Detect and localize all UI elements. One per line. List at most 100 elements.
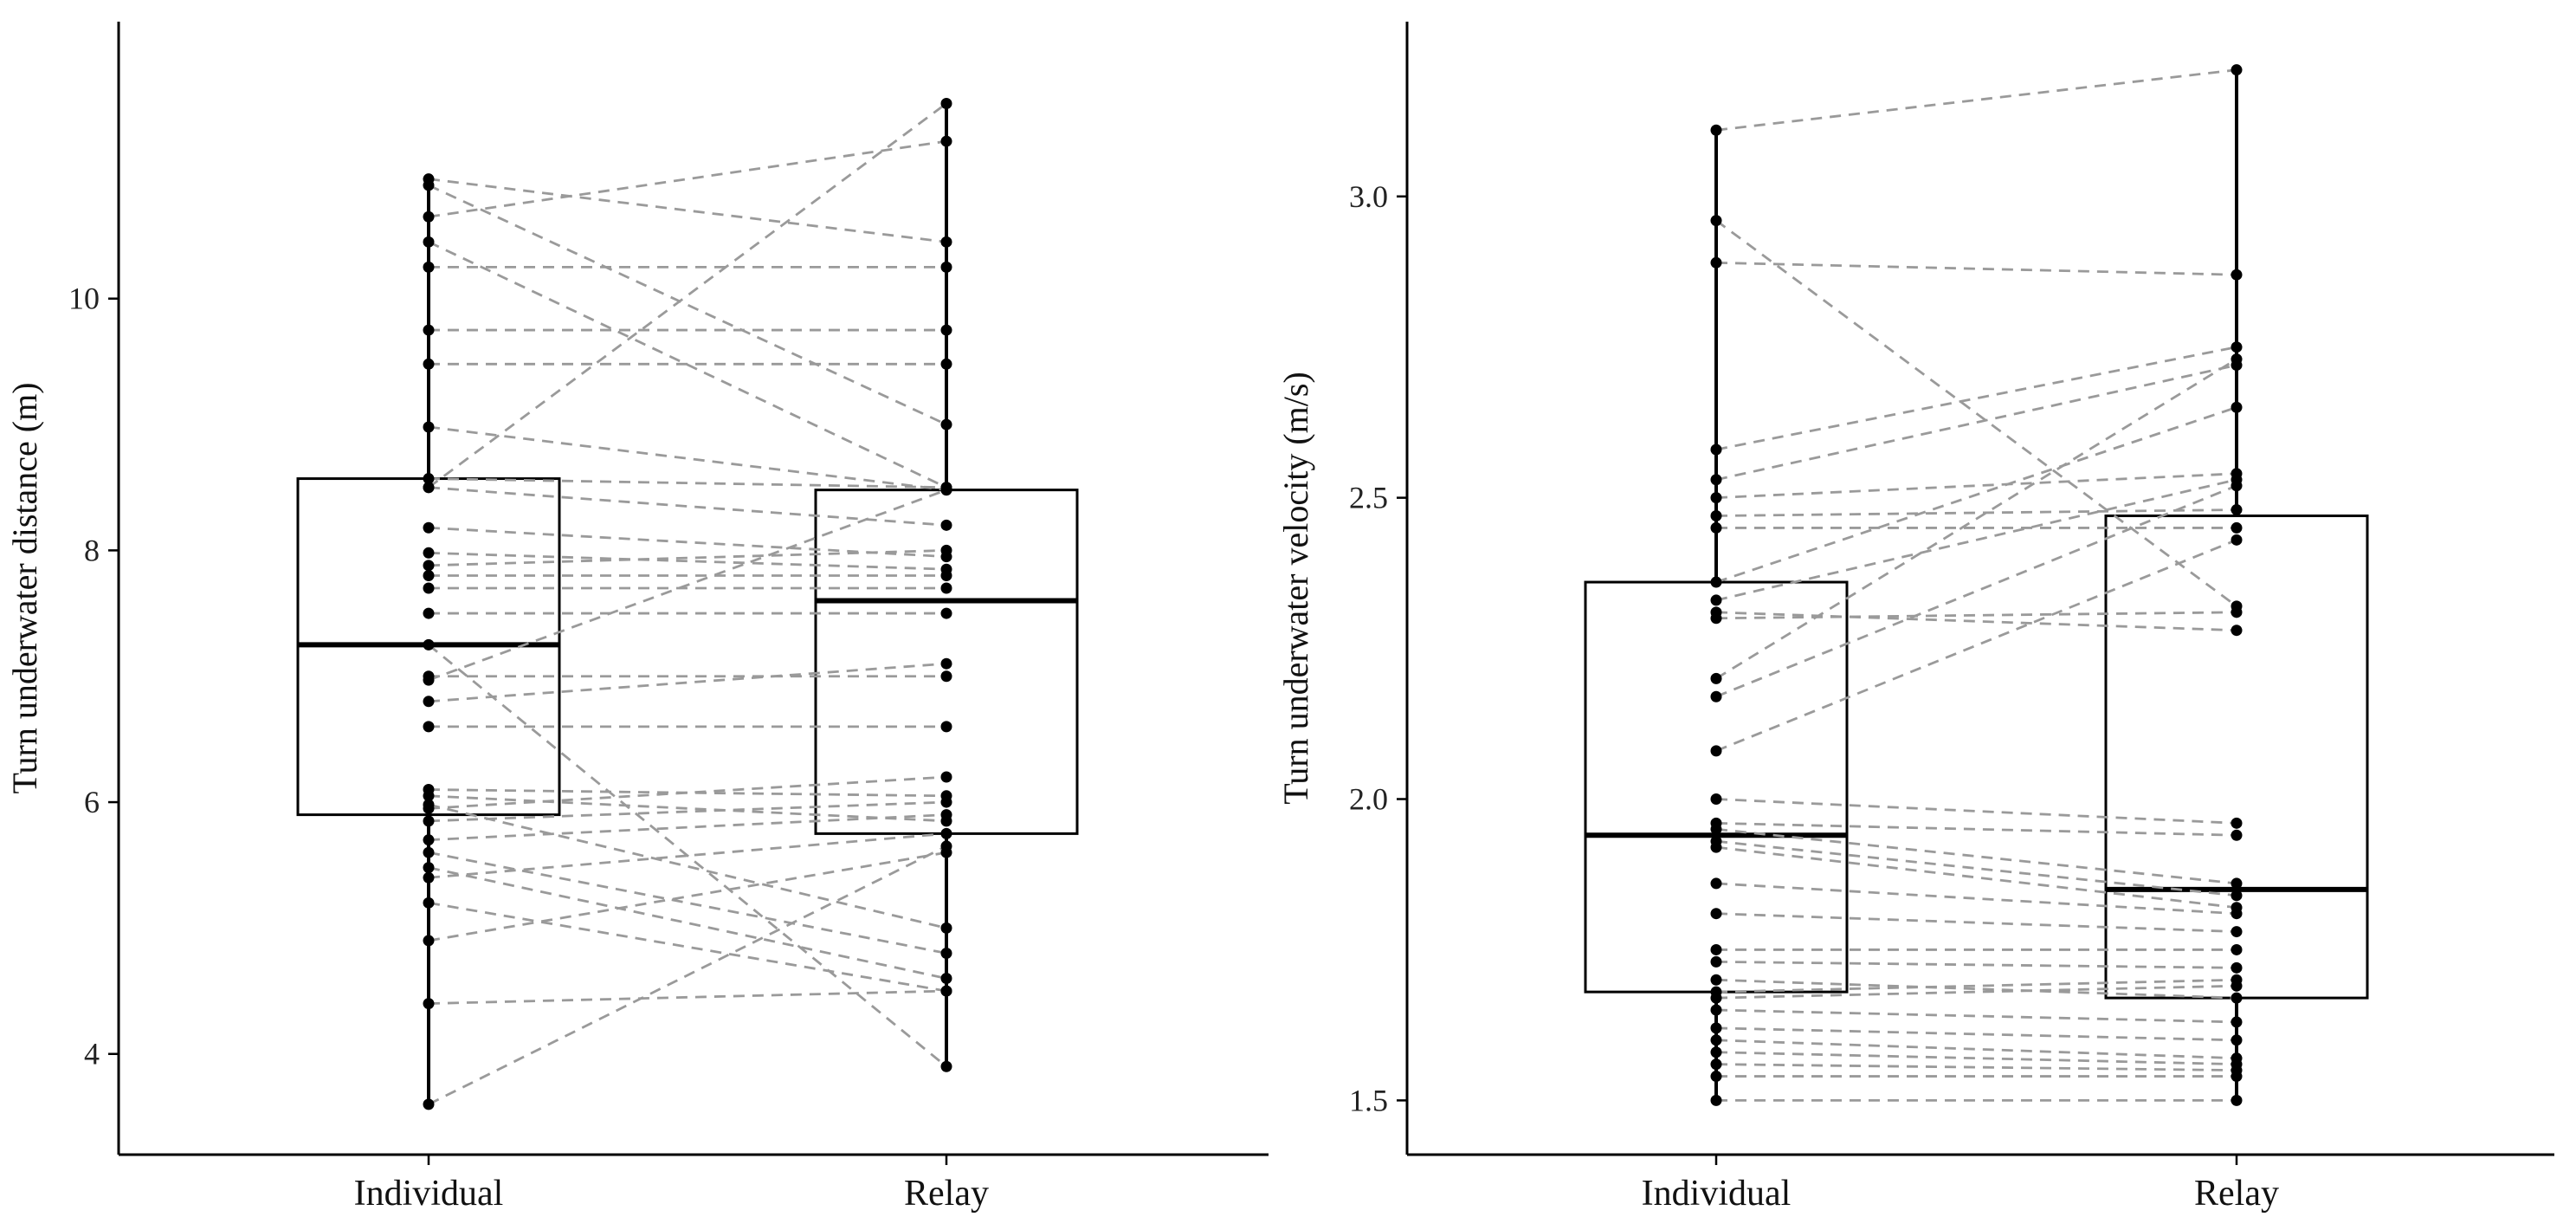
point-individual (423, 1098, 435, 1110)
point-relay (940, 973, 952, 985)
point-relay (940, 947, 952, 959)
point-individual (423, 547, 435, 559)
point-individual (423, 569, 435, 581)
point-individual (1710, 1046, 1722, 1058)
point-relay (2231, 480, 2243, 492)
point-individual (1710, 823, 1722, 835)
point-relay (2231, 401, 2243, 413)
point-individual (1710, 1058, 1722, 1071)
point-individual (1710, 510, 1722, 522)
distance-y-axis-title: Turn underwater distance (m) (5, 382, 44, 793)
pair-line (428, 102, 947, 489)
pair-line (1715, 1026, 2237, 1042)
pair-line (1715, 978, 2237, 994)
point-individual (423, 815, 435, 827)
point-relay (2231, 1034, 2243, 1046)
velocity-pair-lines (1715, 68, 2237, 1102)
pair-line (1715, 882, 2237, 916)
point-relay (2231, 269, 2243, 281)
point-relay (940, 771, 952, 783)
point-individual (1710, 1094, 1722, 1106)
point-relay (940, 607, 952, 619)
pair-line (1715, 219, 2237, 607)
point-relay (2231, 992, 2243, 1004)
point-individual (423, 236, 435, 248)
velocity-panel: 1.5 2.0 2.5 3.0 Turn underwater velocity (m/… (1276, 22, 2554, 1214)
point-individual (423, 935, 435, 947)
point-individual (423, 482, 435, 494)
point-relay (940, 796, 952, 808)
point-individual (423, 261, 435, 273)
point-relay (2231, 341, 2243, 353)
pair-line (428, 845, 947, 1106)
point-individual (1710, 1022, 1722, 1034)
velocity-x-label-individual: Individual (1642, 1174, 1792, 1214)
pair-line (1715, 484, 2237, 698)
box-body (2104, 515, 2369, 1000)
pair-line (428, 813, 947, 842)
point-individual (1710, 955, 1722, 968)
point-relay (940, 324, 952, 336)
point-individual (423, 210, 435, 223)
point-individual (1710, 215, 1722, 227)
point-individual (1710, 256, 1722, 269)
point-relay (940, 985, 952, 997)
point-individual (1710, 594, 1722, 606)
pair-line (428, 184, 947, 426)
velocity-y-tick-label: 2.5 (1349, 481, 1388, 515)
point-individual (1710, 974, 1722, 986)
pair-line (1715, 358, 2237, 680)
velocity-box-relay (2104, 69, 2369, 1101)
velocity-y-axis-title: Turn underwater velocity (m/s) (1276, 372, 1315, 805)
point-individual (423, 473, 435, 485)
point-individual (1710, 992, 1722, 1004)
pair-line (428, 788, 947, 798)
point-relay (940, 657, 952, 670)
point-relay (2231, 1094, 2243, 1106)
pair-line (1715, 1063, 2237, 1071)
pair-line (1715, 364, 2237, 482)
point-individual (1710, 1004, 1722, 1016)
pair-line (1715, 508, 2237, 517)
point-individual (423, 834, 435, 846)
pair-line (1715, 827, 2237, 885)
point-individual (423, 696, 435, 708)
pair-line (1715, 1008, 2237, 1024)
point-individual (423, 862, 435, 874)
distance-y-tick-label: 10 (68, 282, 100, 316)
velocity-y-tick-label: 2.0 (1349, 782, 1388, 817)
point-relay (2231, 877, 2243, 890)
point-relay (940, 544, 952, 556)
pair-line (428, 549, 947, 567)
point-individual (1710, 1034, 1722, 1046)
pair-line (1715, 611, 2237, 632)
velocity-points (1710, 64, 2243, 1106)
point-individual (1710, 443, 1722, 456)
pair-line (428, 489, 947, 682)
point-relay (940, 484, 952, 496)
pair-line (428, 794, 947, 823)
point-individual (423, 179, 435, 191)
point-relay (940, 236, 952, 248)
point-individual (1710, 612, 1722, 625)
point-individual (1710, 841, 1722, 853)
point-individual (423, 674, 435, 686)
point-individual (423, 998, 435, 1010)
point-relay (2231, 504, 2243, 516)
point-individual (423, 582, 435, 594)
point-relay (940, 1060, 952, 1072)
point-individual (423, 607, 435, 619)
point-individual (1710, 908, 1722, 920)
pair-line (428, 139, 947, 218)
point-relay (2231, 534, 2243, 546)
point-relay (940, 582, 952, 594)
pair-line (428, 832, 947, 879)
distance-points (423, 97, 952, 1110)
point-individual (423, 358, 435, 370)
point-individual (1710, 745, 1722, 757)
point-relay (2231, 606, 2243, 618)
pair-line (1715, 839, 2237, 897)
point-individual (423, 802, 435, 814)
pair-line (428, 803, 947, 929)
